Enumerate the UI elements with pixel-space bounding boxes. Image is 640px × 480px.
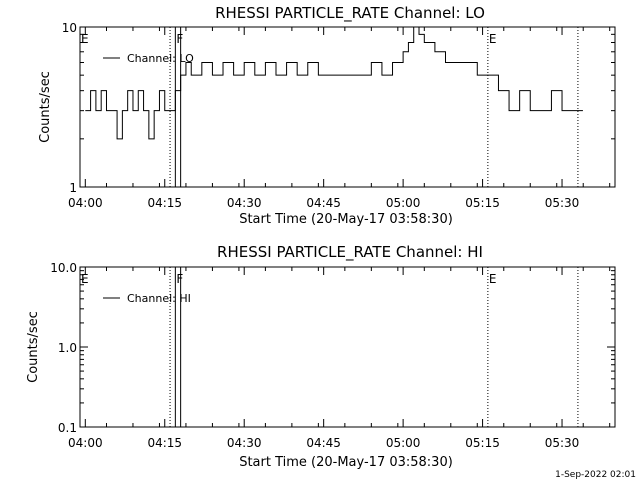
x-tick-label-hi-4: 05:00 (386, 436, 421, 450)
x-tick-label-lo-2: 04:30 (227, 196, 262, 210)
y-tick-label-lo-1: 10 (62, 21, 77, 35)
x-tick-label-lo-1: 04:15 (147, 196, 182, 210)
x-tick-label-lo-3: 04:45 (306, 196, 341, 210)
legend-lo: Channel: LO (103, 52, 194, 65)
panel-lo: RHESSI PARTICLE_RATE Channel: LO Counts/… (38, 4, 616, 227)
x-tick-label-lo-4: 05:00 (386, 196, 421, 210)
flag-label-hi-4: E (489, 272, 497, 286)
x-tick-label-lo-5: 05:15 (465, 196, 500, 210)
plot-frame-lo (79, 26, 616, 188)
series-line-lo-0 (85, 26, 583, 140)
y-tick-label-hi-0: 0.1 (58, 421, 77, 435)
x-axis-label-lo: Start Time (20-May-17 03:58:30) (239, 212, 453, 227)
y-tick-label-lo-0: 1 (69, 181, 77, 195)
series-lo (85, 26, 583, 140)
x-tick-label-hi-0: 04:00 (68, 436, 103, 450)
flag-label-hi-2: F (176, 272, 183, 286)
y-axis-label-lo: Counts/sec (38, 71, 53, 143)
chart-title-lo: RHESSI PARTICLE_RATE Channel: LO (215, 4, 485, 23)
flag-label-lo-4: E (489, 32, 497, 46)
x-tick-label-hi-5: 05:15 (465, 436, 500, 450)
flag-label-lo-0: E (81, 32, 89, 46)
y-tick-label-hi-1: 1.0 (58, 341, 77, 355)
x-tick-label-lo-6: 05:30 (545, 196, 580, 210)
axis-ticks-lo: 04:00 04:15 04:30 04:45 05:00 05:15 05:30 1 10 (62, 21, 615, 210)
x-axis-label-hi: Start Time (20-May-17 03:58:30) (239, 455, 453, 470)
plot-frame-hi (79, 266, 616, 428)
y-axis-label-hi: Counts/sec (26, 311, 41, 383)
flag-label-hi-0: E (81, 272, 89, 286)
axis-ticks-hi: 04:00 04:15 04:30 04:45 05:00 05:15 05:30 0.1 1.… (50, 261, 615, 450)
chart-title-hi: RHESSI PARTICLE_RATE Channel: HI (217, 243, 483, 262)
x-tick-label-hi-6: 05:30 (545, 436, 580, 450)
legend-hi: Channel: HI (103, 292, 191, 305)
legend-label-lo: Channel: LO (127, 52, 194, 65)
flag-label-lo-2: F (176, 32, 183, 46)
x-tick-label-lo-0: 04:00 (68, 196, 103, 210)
panel-hi: RHESSI PARTICLE_RATE Channel: HI Counts/… (26, 243, 616, 470)
timestamp-label: 1-Sep-2022 02:01 (555, 470, 636, 480)
x-tick-label-hi-2: 04:30 (227, 436, 262, 450)
x-tick-label-hi-3: 04:45 (306, 436, 341, 450)
y-tick-label-hi-2: 10.0 (50, 261, 77, 275)
legend-label-hi: Channel: HI (127, 292, 191, 305)
x-tick-label-hi-1: 04:15 (147, 436, 182, 450)
